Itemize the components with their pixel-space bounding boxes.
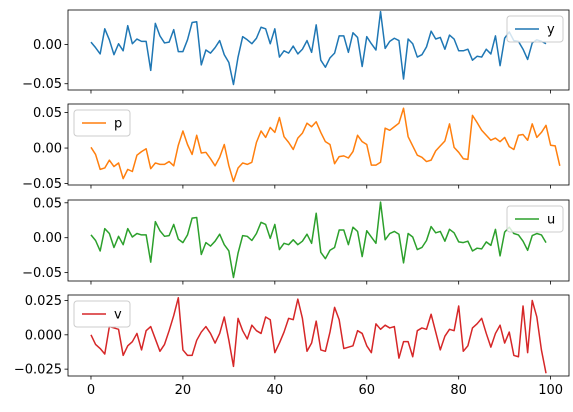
y-tick-label: 0.05: [33, 106, 62, 121]
series-line-p: [90, 107, 561, 183]
x-tick-label: 20: [175, 383, 192, 398]
x-tick-label: 60: [358, 383, 375, 398]
y-tick-label: −0.05: [22, 266, 62, 281]
y-tick-label: 0.05: [33, 196, 62, 211]
y-tick-label: −0.05: [22, 77, 62, 92]
y-tick-label: 0.00: [33, 231, 62, 246]
legend-label: v: [114, 308, 122, 323]
series-line-y: [90, 10, 547, 86]
axes-frame: [67, 9, 570, 91]
axes-frame: [67, 199, 570, 282]
x-tick-label: 40: [267, 383, 284, 398]
subplot-4: −0.025 0.000 0.025 v: [14, 294, 570, 380]
y-tick-label: 0.00: [33, 142, 62, 157]
x-tick-label: 100: [538, 383, 563, 398]
y-tick-label: −0.05: [22, 177, 62, 192]
legend: y: [506, 15, 564, 43]
y-tick-label: 0.00: [33, 38, 62, 53]
axes-frame: [67, 103, 570, 186]
axes-frame: [67, 294, 570, 377]
subplot-3: −0.05 0.00 0.05 u: [22, 196, 570, 285]
legend: p: [73, 109, 131, 137]
legend-label: y: [547, 23, 555, 38]
y-tick-label: 0.000: [25, 328, 62, 343]
y-tick-label: 0.025: [25, 294, 62, 309]
legend-label: u: [547, 213, 555, 228]
series-line-v: [90, 297, 547, 374]
legend: u: [506, 205, 564, 233]
x-tick-label: 80: [450, 383, 467, 398]
y-tick-label: −0.025: [14, 363, 62, 378]
legend-label: p: [114, 117, 122, 132]
subplot-2: −0.05 0.00 0.05 p: [22, 103, 570, 192]
subplot-stack: −0.050.00y−0.050.000.05p−0.050.000.05u−0…: [14, 9, 570, 398]
series-line-u: [90, 201, 547, 279]
x-tick-label: 0: [87, 383, 95, 398]
subplot-1: −0.05 0.00 y: [22, 9, 570, 94]
legend: v: [73, 300, 131, 328]
